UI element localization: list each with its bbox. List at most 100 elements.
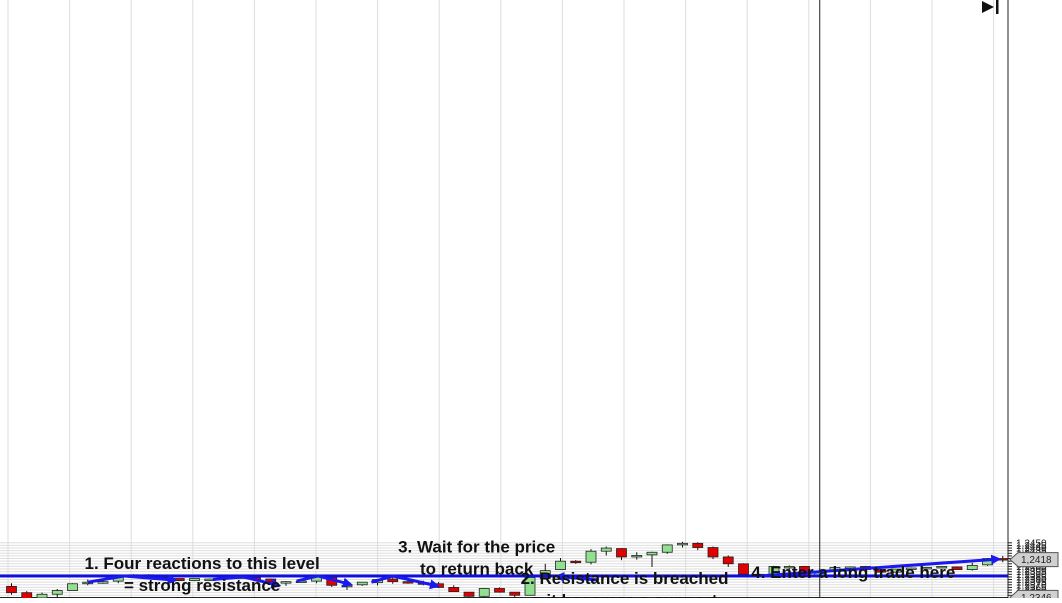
candle-body-up	[631, 555, 643, 558]
annotation-enter-long: 4. Enter a long trade here	[751, 563, 955, 582]
annotation-line: = strong resistance	[124, 576, 280, 595]
candle-body-down	[707, 547, 719, 558]
badge-shape	[1009, 552, 1059, 568]
y-tick-label: 1,2445	[1016, 541, 1047, 552]
candle	[661, 544, 673, 554]
candle-body-up	[905, 567, 917, 570]
last-price-badge: 1,2418	[1009, 552, 1059, 568]
y-tick-label: 1,2435	[1016, 546, 1047, 557]
annotation-wait-return: 3. Wait for the price to return back	[398, 538, 555, 579]
candle	[387, 576, 399, 584]
y-tick-label: 1,2385	[1016, 572, 1047, 583]
y-tick-label: 1,2450	[1016, 538, 1047, 549]
candle	[555, 558, 566, 571]
candle	[478, 587, 490, 597]
candle-body-down	[509, 591, 521, 596]
candle	[616, 548, 627, 561]
candle	[463, 591, 475, 597]
price-axis-background	[1008, 0, 1062, 598]
candle-body-up	[478, 588, 490, 597]
candle-body-up	[600, 547, 612, 552]
annotation-line: to return back	[420, 560, 534, 579]
candle	[600, 546, 612, 556]
badge-label: 1,2346	[1021, 593, 1052, 598]
candle	[494, 587, 505, 593]
y-tick-label: 1,2440	[1016, 544, 1047, 555]
y-tick-label: 1,2380	[1016, 575, 1047, 586]
reaction-arrow-4	[370, 574, 440, 590]
candle	[36, 592, 48, 599]
candle	[707, 546, 719, 560]
candle	[631, 552, 643, 560]
candle	[570, 560, 582, 564]
candle-body-down	[997, 558, 1009, 561]
candle-body-up	[97, 581, 109, 584]
candle-body-down	[402, 581, 414, 584]
candle-body-down	[494, 588, 505, 593]
candle	[783, 565, 795, 571]
candle	[936, 566, 948, 569]
candle	[21, 591, 33, 601]
candle	[585, 549, 597, 565]
candle-body-up	[646, 551, 658, 556]
candle	[67, 583, 78, 591]
candle	[189, 578, 200, 582]
candle-body-up	[82, 581, 94, 585]
candle-body-down	[692, 542, 704, 548]
crosshair-price-badge: 1,2346	[1009, 589, 1059, 603]
candle-body-down	[722, 556, 734, 565]
candle	[738, 563, 749, 575]
candle-body-up	[890, 568, 902, 573]
reaction-arrow-3	[296, 574, 354, 588]
candle-body-up	[36, 593, 48, 599]
candle	[448, 585, 460, 593]
candle-body-down	[21, 592, 33, 600]
reaction-arrow-1	[87, 574, 178, 585]
y-tick-label: 1,2405	[1016, 562, 1047, 573]
candle-body-up	[661, 544, 673, 553]
candle	[966, 562, 978, 571]
candle-body-up	[67, 583, 78, 591]
candle-body-up	[51, 590, 63, 595]
candle	[82, 579, 94, 586]
y-tick-label: 1,2375	[1016, 578, 1047, 589]
candle-body-down	[448, 587, 460, 593]
candle-body-down	[875, 569, 887, 573]
annotation-line: = it becomes a support	[532, 591, 718, 598]
annotation-line: 3. Wait for the price	[398, 538, 555, 557]
reaction-arrow-2	[212, 575, 282, 589]
candle	[646, 551, 658, 567]
candle-body-down	[616, 548, 627, 558]
candle-body-up	[356, 581, 368, 586]
candle-body-up	[677, 542, 688, 546]
candle	[6, 583, 17, 595]
candle	[921, 566, 932, 570]
annotation-four-reactions: 1. Four reactions to this level = strong …	[85, 554, 320, 595]
candle	[51, 589, 63, 598]
candle-body-down	[463, 591, 475, 597]
candle-body-up	[585, 550, 597, 563]
candle	[875, 569, 887, 573]
candle-body-up	[936, 566, 948, 569]
candle-body-down	[951, 566, 963, 570]
annotation-line: 4. Enter a long trade here	[751, 563, 955, 582]
candle-body-up	[966, 564, 978, 570]
annotation-line: 2. Resistance is breached	[521, 569, 729, 588]
candle	[722, 555, 734, 567]
long-trade-arrow	[760, 554, 1002, 578]
y-tick-label: 1,2365	[1016, 583, 1047, 594]
candle	[905, 567, 917, 570]
candle	[356, 581, 368, 586]
candle-body-down	[387, 578, 399, 583]
candle-body-up	[341, 584, 353, 588]
candle	[951, 566, 963, 570]
scroll-to-end-icon[interactable]	[982, 0, 999, 14]
candle	[890, 568, 902, 573]
candle	[677, 541, 688, 548]
candle-body-up	[921, 567, 932, 570]
annotation-resistance-breached: 2. Resistance is breached = it becomes a …	[521, 569, 729, 598]
y-tick-label: 1,2400	[1016, 565, 1047, 576]
breach-arrow	[554, 572, 599, 583]
